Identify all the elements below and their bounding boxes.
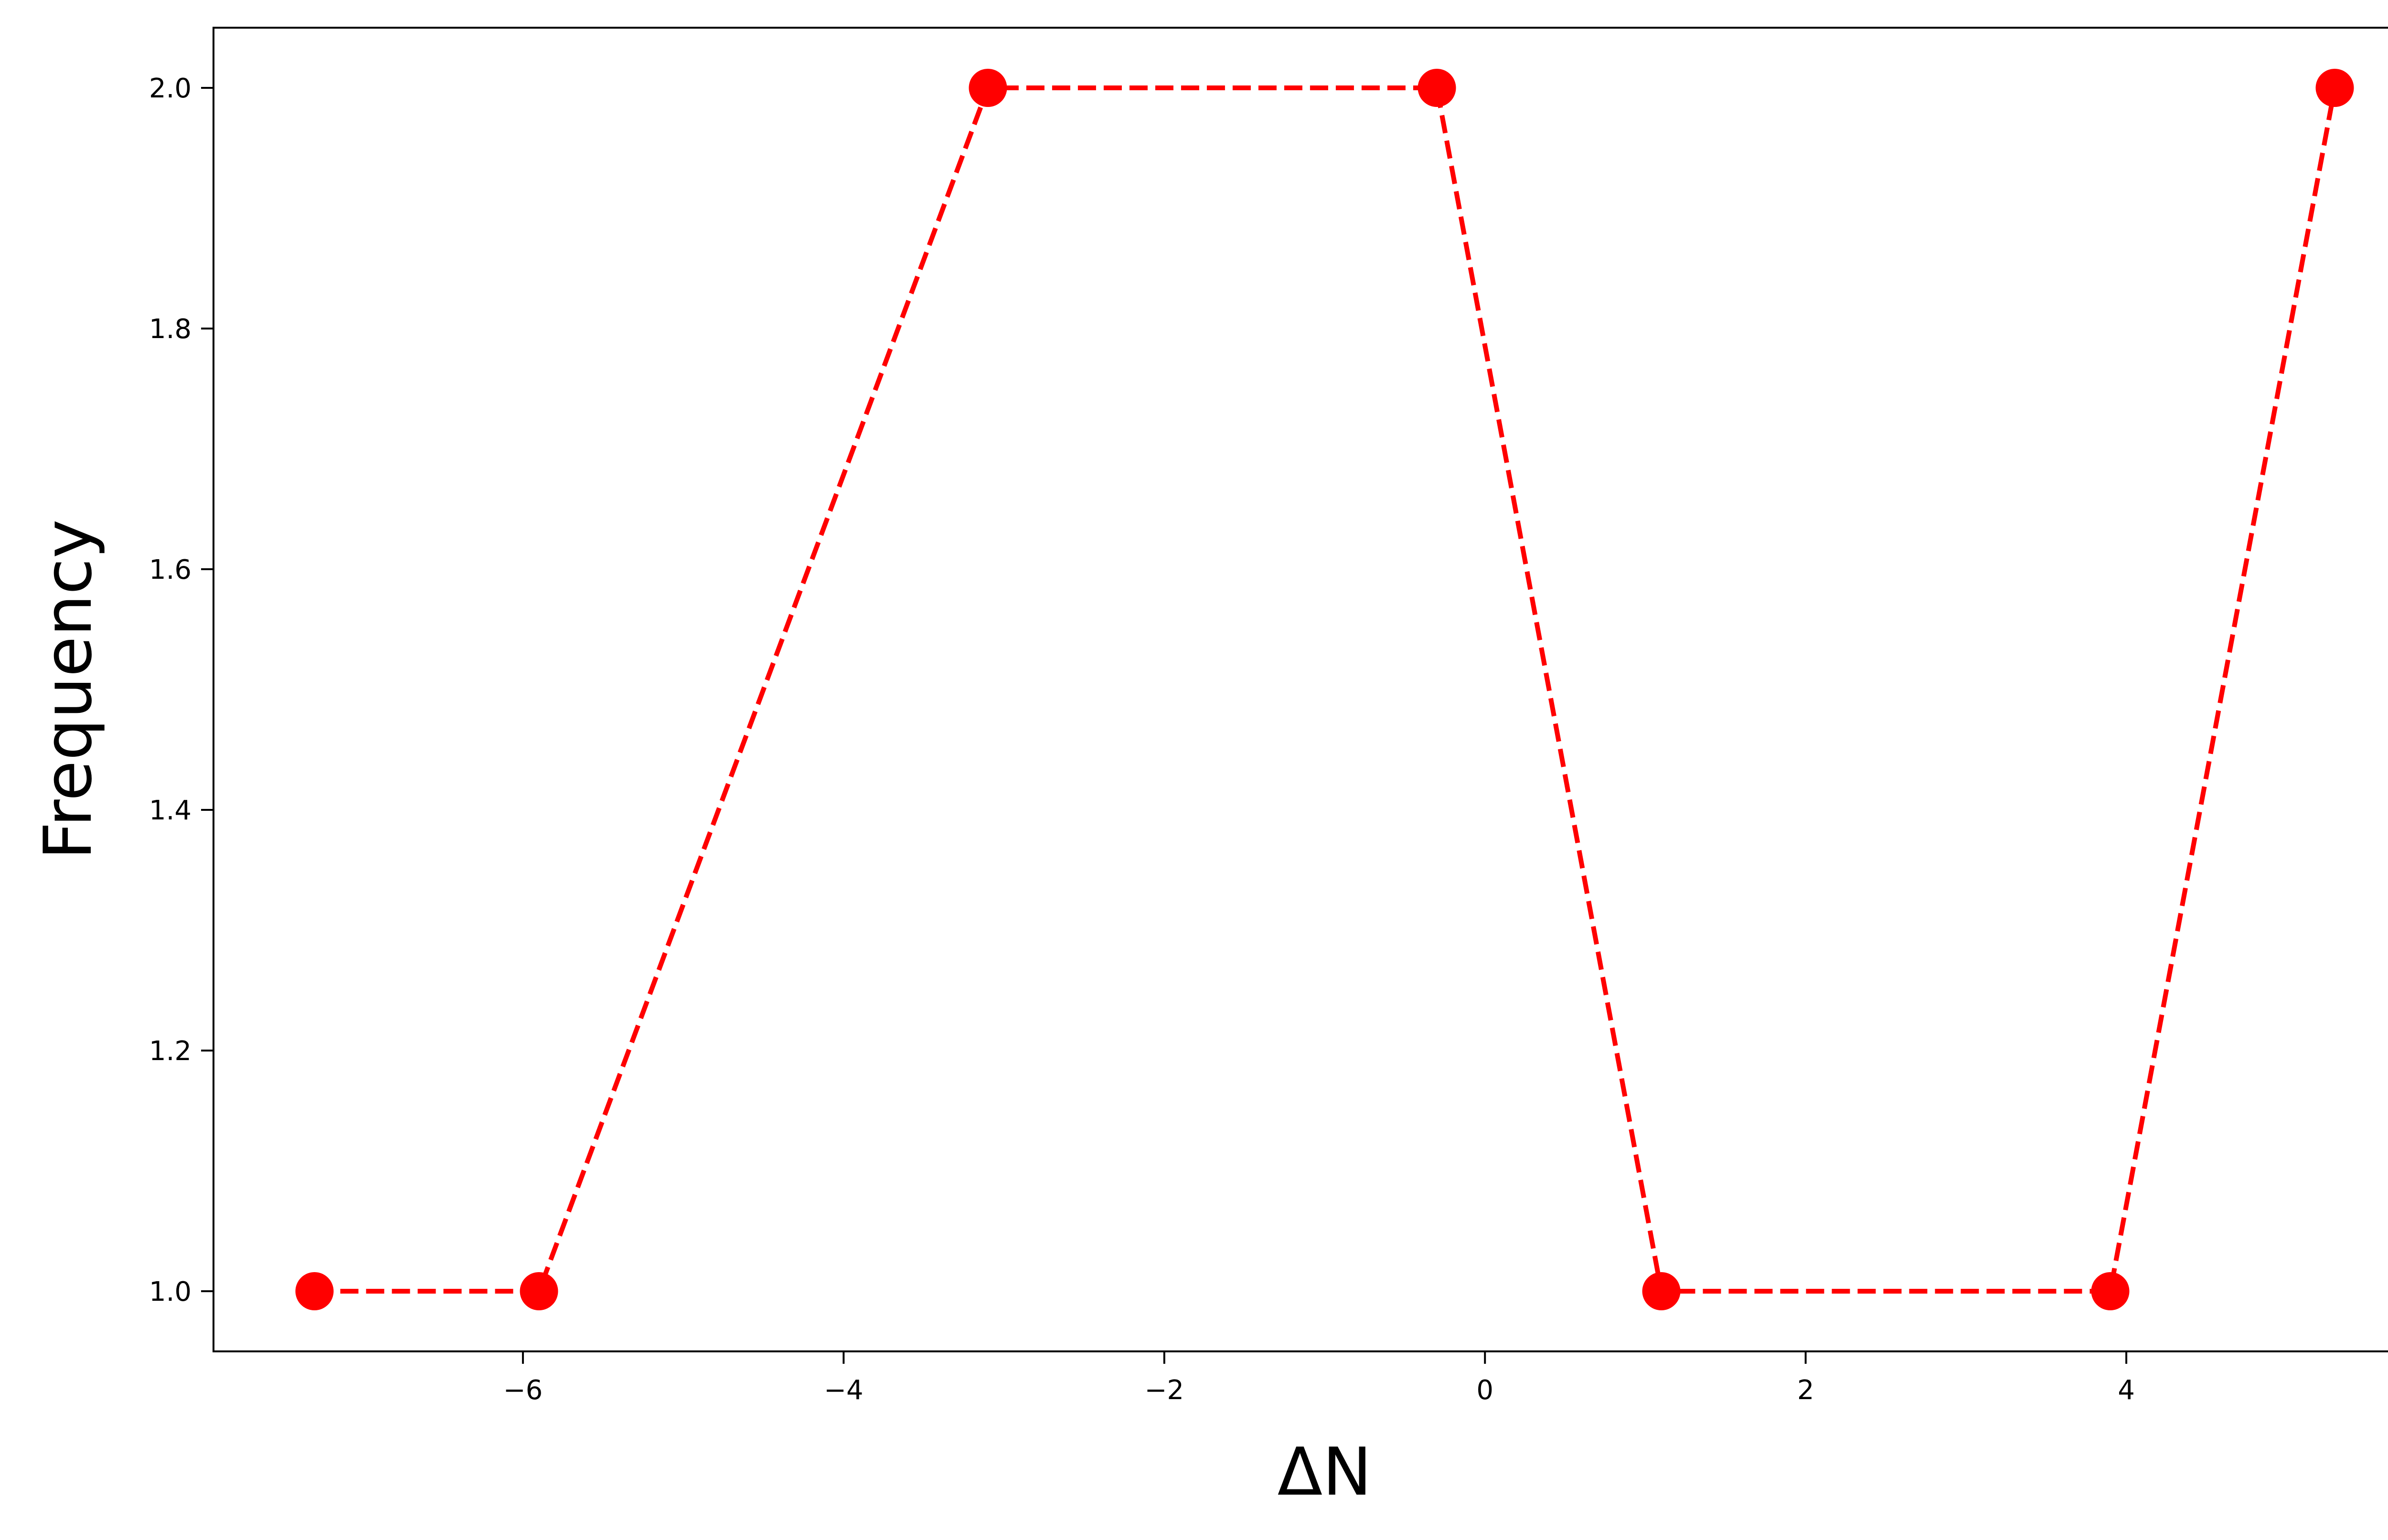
- data-point: [295, 1272, 334, 1310]
- x-tick-label: −2: [1145, 1375, 1184, 1406]
- y-tick-label: 1.6: [149, 554, 192, 585]
- y-axis-title: Frequency: [30, 520, 107, 860]
- x-tick-label: −4: [824, 1375, 864, 1406]
- plot-area: [295, 69, 2354, 1310]
- plot-frame: [213, 27, 2388, 1352]
- data-point: [1642, 1272, 1681, 1310]
- y-tick-label: 2.0: [149, 73, 192, 104]
- x-tick-label: 4: [2118, 1375, 2135, 1406]
- data-point: [2091, 1272, 2130, 1310]
- x-tick-label: 2: [1797, 1375, 1814, 1406]
- x-tick-label: −6: [503, 1375, 543, 1406]
- x-axis: −6 −4 −2 0 2 4: [503, 1351, 2135, 1406]
- x-axis-title: ΔN: [1278, 1434, 1372, 1510]
- y-tick-label: 1.4: [149, 795, 192, 826]
- data-point: [969, 69, 1007, 107]
- data-point: [2315, 69, 2354, 107]
- y-tick-label: 1.0: [149, 1276, 192, 1307]
- data-point: [520, 1272, 558, 1310]
- x-tick-label: 0: [1476, 1375, 1493, 1406]
- y-tick-label: 1.2: [149, 1036, 192, 1067]
- y-axis: 1.0 1.2 1.4 1.6 1.8 2.0: [149, 73, 213, 1307]
- y-tick-label: 1.8: [149, 314, 192, 345]
- data-point: [1418, 69, 1456, 107]
